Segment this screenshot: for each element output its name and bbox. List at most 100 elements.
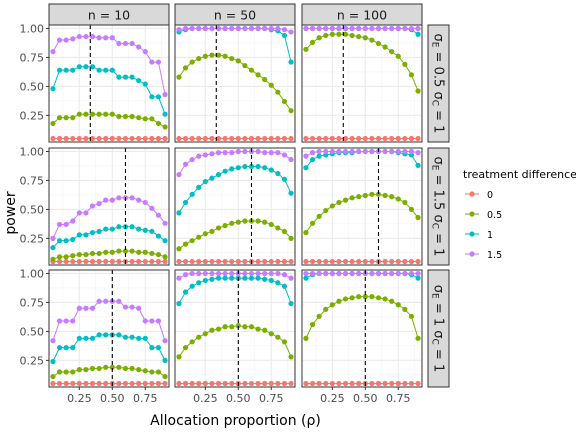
- data-point-1.5: [202, 25, 208, 32]
- data-point-0: [356, 380, 362, 387]
- y-tick-label: 0.75: [20, 174, 45, 187]
- data-point-0.5: [162, 124, 168, 130]
- subscript: E: [430, 165, 440, 171]
- data-point-0.5: [235, 219, 241, 225]
- data-point-0.5: [389, 298, 395, 304]
- data-point-0: [395, 380, 401, 387]
- data-point-0: [408, 380, 415, 387]
- data-point-0.5: [222, 223, 228, 229]
- subscript: E: [430, 42, 440, 48]
- x-tick-label: 0.50: [226, 392, 251, 405]
- data-point-0: [255, 135, 261, 142]
- data-point-0: [129, 380, 135, 387]
- data-point-1: [70, 236, 76, 243]
- data-point-0: [70, 380, 76, 387]
- data-point-0.5: [202, 231, 208, 237]
- data-point-1: [162, 238, 168, 244]
- label-part: σ: [431, 214, 446, 222]
- data-point-1: [56, 67, 63, 73]
- data-point-0.5: [235, 323, 241, 329]
- data-point-0.5: [262, 76, 268, 83]
- data-point-1: [136, 335, 142, 341]
- data-point-0: [336, 380, 342, 387]
- data-point-0: [362, 258, 368, 265]
- data-point-1: [196, 184, 202, 190]
- facet-strip-col: [301, 3, 423, 26]
- data-point-0: [63, 135, 69, 142]
- data-point-1.5: [63, 318, 69, 324]
- label-part: = 1: [431, 299, 446, 331]
- data-point-0: [162, 380, 168, 387]
- data-point-0.5: [415, 335, 421, 341]
- data-point-1.5: [76, 33, 82, 40]
- data-point-0: [309, 380, 316, 387]
- data-point-1: [56, 345, 63, 351]
- data-point-1.5: [395, 25, 401, 32]
- data-point-0: [149, 258, 155, 265]
- data-point-0: [96, 258, 102, 265]
- data-point-0: [209, 380, 215, 387]
- data-point-1.5: [316, 25, 322, 32]
- data-point-0.5: [89, 365, 96, 372]
- panel-border: [301, 269, 423, 388]
- data-point-0.5: [389, 49, 395, 55]
- data-point-1.5: [303, 25, 309, 32]
- data-point-1.5: [109, 197, 115, 203]
- data-point-1.5: [408, 148, 415, 155]
- data-point-0.5: [309, 321, 316, 328]
- data-point-1: [215, 172, 222, 178]
- data-point-0.5: [408, 72, 415, 78]
- data-point-0.5: [103, 364, 109, 370]
- data-point-1: [202, 178, 208, 185]
- data-point-1.5: [155, 318, 162, 324]
- legend-key-point: [469, 231, 475, 237]
- data-point-1: [235, 165, 241, 171]
- data-point-0.5: [395, 196, 401, 202]
- data-point-0: [268, 380, 274, 387]
- data-point-0.5: [242, 324, 248, 330]
- data-point-0.5: [248, 67, 255, 73]
- data-point-0: [402, 135, 408, 142]
- data-point-1: [222, 168, 228, 174]
- data-point-0: [323, 380, 329, 387]
- data-point-0.5: [229, 55, 235, 62]
- data-point-0: [182, 258, 189, 265]
- panel-border: [301, 147, 423, 266]
- data-point-0: [262, 258, 268, 265]
- data-point-1: [76, 64, 82, 70]
- legend-key-point: [469, 251, 475, 257]
- data-point-1: [288, 59, 294, 65]
- data-point-1.5: [70, 36, 76, 42]
- data-point-1.5: [50, 235, 56, 241]
- data-point-0.5: [235, 58, 241, 64]
- data-point-0.5: [109, 364, 115, 370]
- data-point-1.5: [176, 275, 182, 281]
- data-point-0.5: [382, 44, 388, 50]
- data-point-0: [336, 258, 342, 265]
- panel-border: [48, 147, 170, 266]
- data-point-0: [122, 135, 129, 142]
- data-point-0.5: [336, 199, 342, 206]
- x-tick-label: 0.50: [353, 392, 378, 405]
- data-point-0: [229, 135, 235, 142]
- data-point-1.5: [63, 37, 69, 43]
- data-point-0.5: [242, 218, 248, 224]
- data-point-1.5: [281, 272, 288, 278]
- data-point-0: [209, 258, 215, 265]
- data-point-0.5: [323, 32, 329, 39]
- data-point-0.5: [149, 369, 155, 375]
- data-point-1.5: [63, 221, 69, 228]
- data-point-0.5: [222, 53, 228, 59]
- data-point-1.5: [375, 270, 382, 277]
- data-point-0: [356, 135, 362, 142]
- data-point-0: [162, 258, 168, 265]
- data-point-0: [129, 135, 135, 142]
- data-point-0: [262, 380, 268, 387]
- data-point-1.5: [149, 205, 155, 211]
- data-point-0: [116, 380, 122, 387]
- data-point-0.5: [182, 241, 189, 247]
- y-tick-label: 0.75: [20, 296, 45, 309]
- data-point-0.5: [83, 367, 89, 373]
- data-point-1: [155, 233, 162, 239]
- panel-background: [302, 25, 422, 142]
